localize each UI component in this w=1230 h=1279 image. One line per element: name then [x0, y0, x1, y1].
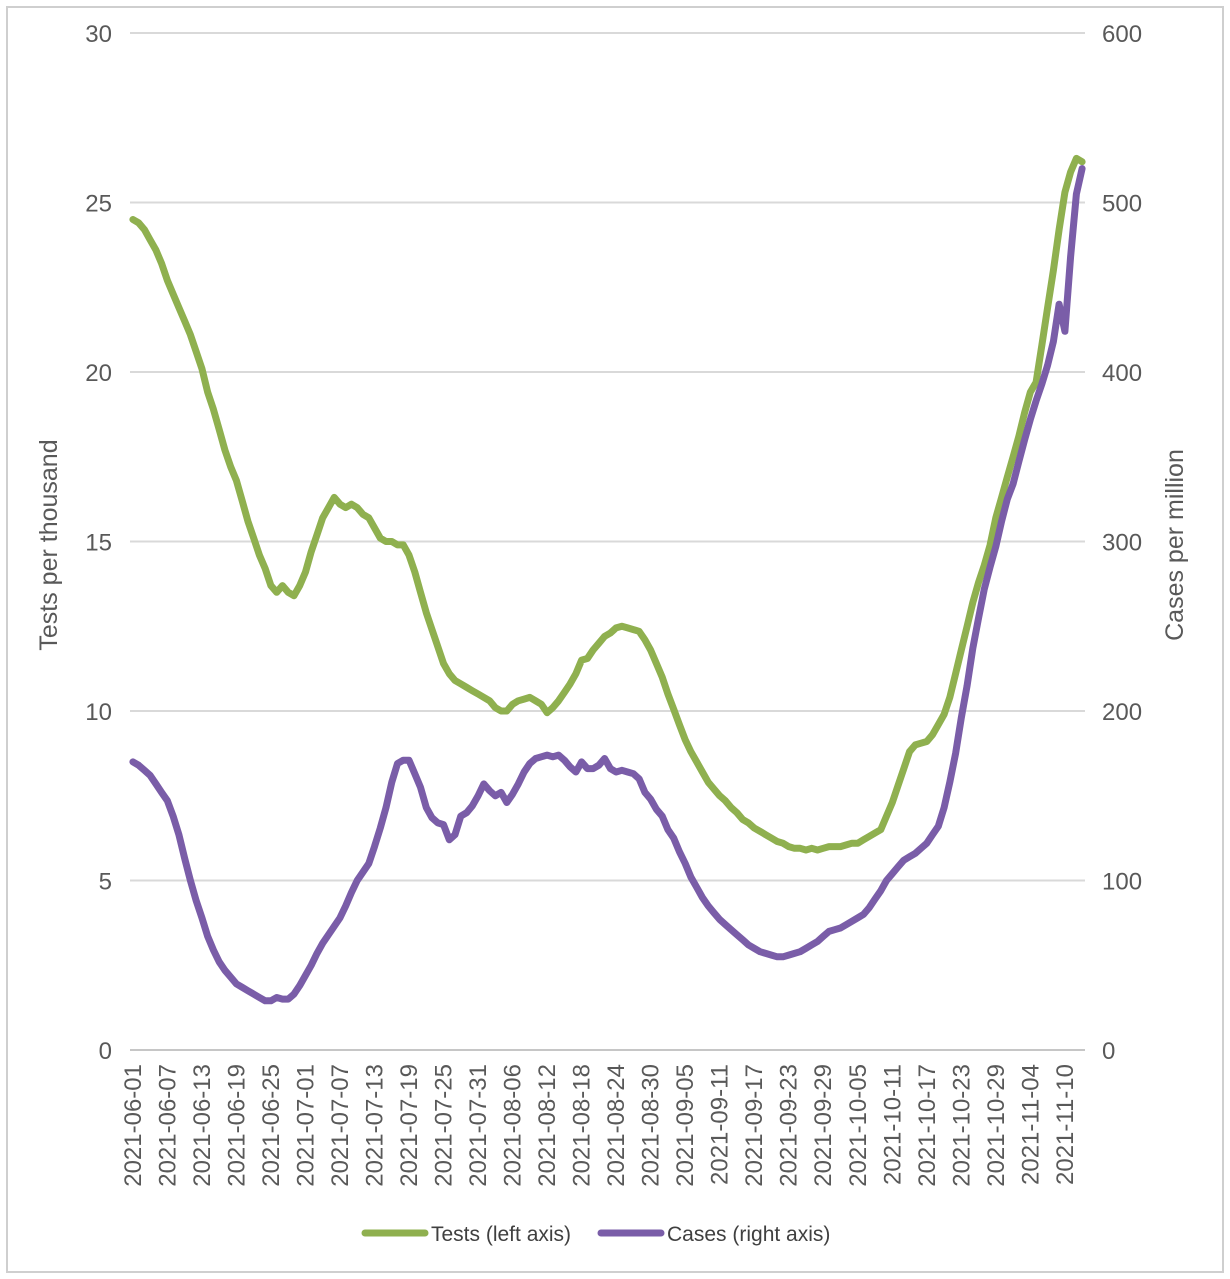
y-axis-left-tick-label: 10 [85, 699, 112, 726]
legend-label-cases: Cases (right axis) [667, 1223, 830, 1246]
y-axis-left-tick-label: 15 [85, 530, 112, 557]
x-axis-tick-label: 2021-09-17 [741, 1064, 768, 1187]
y-axis-left-tick-label: 20 [85, 360, 112, 387]
x-axis-tick-label: 2021-09-11 [707, 1064, 734, 1185]
x-axis-tick-label: 2021-10-17 [914, 1064, 941, 1187]
x-axis-tick-label: 2021-06-13 [189, 1064, 216, 1187]
x-axis-tick-label: 2021-08-18 [569, 1064, 596, 1187]
x-axis-tick-label: 2021-07-01 [292, 1064, 319, 1187]
x-axis-tick-label: 2021-11-10 [1052, 1064, 1079, 1185]
y-axis-right-tick-label: 0 [1102, 1038, 1115, 1065]
x-axis-tick-label: 2021-10-11 [879, 1064, 906, 1185]
series-line-cases [129, 165, 1086, 1005]
x-axis-tick-label: 2021-08-12 [534, 1064, 561, 1187]
x-axis-tick-label: 2021-07-07 [327, 1064, 354, 1187]
x-axis-tick-label: 2021-09-05 [672, 1064, 699, 1187]
y-axis-left-tick-label: 25 [85, 191, 112, 218]
y-axis-right-tick-label: 400 [1102, 360, 1142, 387]
x-axis-tick-label: 2021-08-30 [638, 1064, 665, 1187]
y-axis-right-tick-label: 500 [1102, 191, 1142, 218]
x-axis-tick-label: 2021-07-19 [396, 1064, 423, 1187]
y-axis-left-tick-label: 0 [99, 1038, 112, 1065]
x-axis-tick-label: 2021-07-13 [362, 1064, 389, 1187]
y-axis-right-tick-label: 300 [1102, 530, 1142, 557]
y-axis-left-tick-label: 5 [99, 869, 112, 896]
y-axis-title-left: Tests per thousand [35, 439, 63, 650]
x-axis-tick-label: 2021-07-31 [465, 1064, 492, 1187]
x-axis-tick-label: 2021-09-29 [810, 1064, 837, 1187]
x-axis-tick-label: 2021-08-06 [500, 1064, 527, 1187]
x-axis-tick-label: 2021-07-25 [431, 1064, 458, 1187]
x-axis-tick-label: 2021-06-25 [258, 1064, 285, 1187]
y-axis-left-tick-labels: 0 5 10 15 20 25 30 [85, 21, 112, 1065]
series-line-tests [129, 154, 1086, 854]
y-axis-title-right: Cases per million [1161, 449, 1189, 641]
legend-label-tests: Tests (left axis) [431, 1223, 571, 1246]
x-axis-tick-label: 2021-10-23 [948, 1064, 975, 1187]
y-axis-left-tick-label: 30 [85, 21, 112, 48]
x-axis-tick-label: 2021-09-23 [776, 1064, 803, 1187]
gridlines [130, 32, 1085, 1051]
x-axis-tick-label: 2021-10-29 [983, 1064, 1010, 1187]
x-axis-tick-label: 2021-11-04 [1017, 1064, 1044, 1185]
x-axis-tick-label: 2021-06-07 [154, 1064, 181, 1187]
x-axis-tick-labels: 2021-06-01 2021-06-07 2021-06-13 2021-06-19… [120, 1064, 1079, 1187]
x-axis-tick-label: 2021-06-19 [223, 1064, 250, 1187]
x-axis-tick-label: 2021-08-24 [603, 1064, 630, 1187]
x-axis-tick-label: 2021-06-01 [120, 1064, 147, 1187]
y-axis-right-tick-label: 600 [1102, 21, 1142, 48]
series-lines [129, 154, 1086, 1005]
x-axis-tick-label: 2021-10-05 [845, 1064, 872, 1187]
y-axis-right-tick-labels: 0 100 200 300 400 500 600 [1102, 21, 1142, 1065]
legend: Tests (left axis) Cases (right axis) [361, 1223, 830, 1246]
y-axis-right-tick-label: 200 [1102, 699, 1142, 726]
y-axis-right-tick-label: 100 [1102, 869, 1142, 896]
